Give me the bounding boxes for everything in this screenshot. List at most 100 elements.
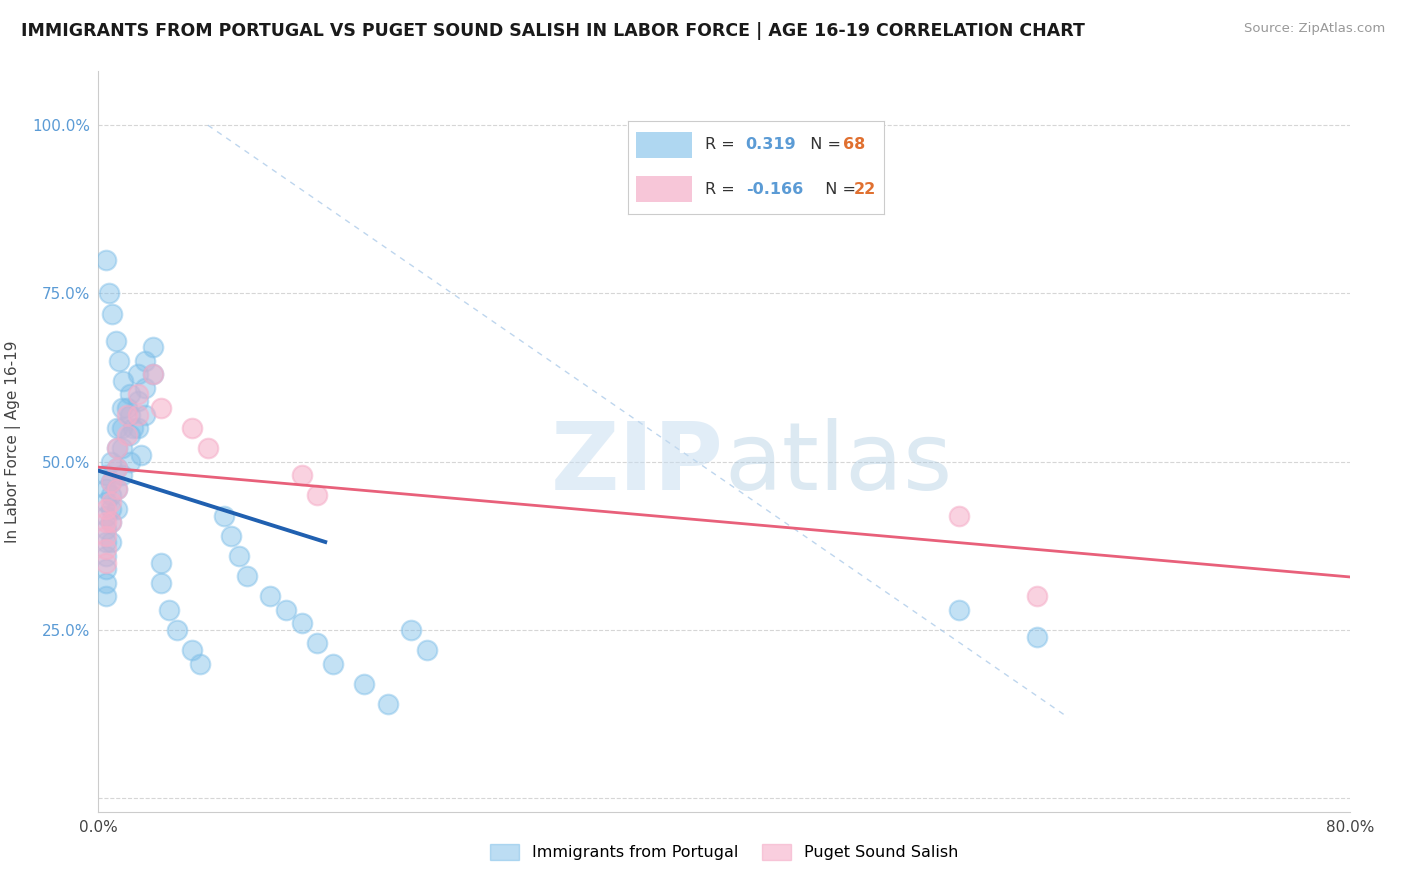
Point	[111, 442, 134, 456]
Point	[322, 657, 344, 671]
Y-axis label: In Labor Force | Age 16-19: In Labor Force | Age 16-19	[6, 340, 21, 543]
Point	[96, 516, 118, 530]
Point	[111, 468, 134, 483]
Point	[118, 408, 141, 422]
Point	[188, 657, 211, 671]
Legend: Immigrants from Portugal, Puget Sound Salish: Immigrants from Portugal, Puget Sound Sa…	[484, 838, 965, 867]
Point	[96, 575, 118, 590]
Text: atlas: atlas	[724, 417, 952, 509]
Point	[127, 394, 149, 409]
Point	[166, 623, 188, 637]
Point	[105, 482, 128, 496]
Text: 0.319: 0.319	[745, 137, 796, 153]
Point	[98, 286, 121, 301]
Point	[221, 529, 243, 543]
Text: IMMIGRANTS FROM PORTUGAL VS PUGET SOUND SALISH IN LABOR FORCE | AGE 16-19 CORREL: IMMIGRANTS FROM PORTUGAL VS PUGET SOUND …	[21, 22, 1085, 40]
Point	[142, 368, 165, 382]
Point	[150, 556, 173, 570]
Point	[100, 475, 122, 489]
Text: R =: R =	[704, 137, 740, 153]
Point	[100, 495, 122, 509]
Point	[96, 508, 118, 523]
Point	[150, 401, 173, 415]
Text: R =: R =	[704, 182, 740, 197]
Point	[353, 677, 375, 691]
Point	[127, 368, 149, 382]
Point	[96, 529, 118, 543]
Text: 68: 68	[844, 137, 865, 153]
Point	[127, 421, 149, 435]
Point	[100, 535, 122, 549]
Point	[105, 501, 128, 516]
Point	[142, 340, 165, 354]
Point	[115, 401, 138, 415]
Point	[100, 475, 122, 489]
Point	[107, 353, 129, 368]
Point	[96, 556, 118, 570]
Point	[121, 421, 143, 435]
Point	[377, 697, 399, 711]
Point	[948, 603, 970, 617]
Point	[129, 448, 152, 462]
Point	[105, 442, 128, 456]
Text: ZIP: ZIP	[551, 417, 724, 509]
Point	[96, 495, 118, 509]
Point	[118, 387, 141, 401]
Point	[100, 501, 122, 516]
Point	[96, 468, 118, 483]
Point	[96, 482, 118, 496]
Point	[291, 616, 314, 631]
Text: 22: 22	[853, 182, 876, 197]
Point	[127, 387, 149, 401]
Point	[212, 508, 235, 523]
Point	[416, 643, 439, 657]
Point	[96, 252, 118, 267]
Point	[150, 575, 173, 590]
Point	[118, 427, 141, 442]
Point	[96, 542, 118, 557]
Point	[105, 482, 128, 496]
Point	[115, 408, 138, 422]
Point	[96, 549, 118, 563]
Point	[291, 468, 314, 483]
Point	[96, 522, 118, 536]
Point	[134, 353, 156, 368]
Point	[105, 461, 128, 475]
Point	[134, 408, 156, 422]
Point	[112, 374, 135, 388]
Text: N =: N =	[800, 137, 845, 153]
Point	[197, 442, 219, 456]
Point	[274, 603, 298, 617]
Point	[96, 501, 118, 516]
Point	[307, 488, 329, 502]
Point	[157, 603, 180, 617]
Point	[118, 455, 141, 469]
Point	[100, 516, 122, 530]
Text: -0.166: -0.166	[745, 182, 803, 197]
Text: N =: N =	[815, 182, 860, 197]
Point	[181, 421, 204, 435]
Point	[1026, 590, 1049, 604]
Point	[142, 368, 165, 382]
Point	[111, 401, 134, 415]
Point	[401, 623, 423, 637]
Point	[1026, 630, 1049, 644]
Point	[101, 307, 124, 321]
Point	[259, 590, 281, 604]
Point	[181, 643, 204, 657]
Point	[115, 427, 138, 442]
Point	[96, 535, 118, 549]
Point	[111, 421, 134, 435]
Point	[104, 334, 127, 348]
Point	[105, 442, 128, 456]
Bar	[636, 177, 692, 202]
Point	[948, 508, 970, 523]
Point	[100, 455, 122, 469]
Point	[96, 590, 118, 604]
Bar	[636, 132, 692, 158]
Point	[134, 381, 156, 395]
Point	[96, 562, 118, 576]
Point	[127, 408, 149, 422]
Point	[228, 549, 250, 563]
Point	[105, 461, 128, 475]
